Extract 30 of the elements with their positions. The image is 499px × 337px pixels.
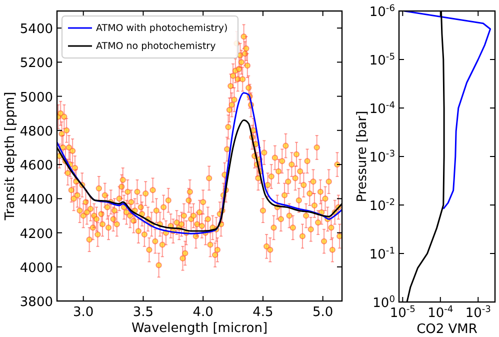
x-axis-title: Wavelength [micron] [131,321,268,336]
x-tick-label: 10$^{-4}$ [428,305,454,321]
x-tick-label: 4.5 [252,305,274,320]
y-tick-label: 4800 [20,124,53,140]
y-tick-label: 5400 [20,22,53,38]
x-tick-label: 10$^{-3}$ [465,305,492,321]
y-tick-label: 5200 [20,56,53,72]
x-tick-label: 5.0 [312,305,334,320]
x-tick-label: 3.5 [132,305,154,320]
y-tick-label: 10$^{-4}$ [369,101,396,117]
y-tick-label: 10$^{-2}$ [369,198,395,214]
y-tick-label: 4400 [20,192,53,208]
y-axis-title: Transit depth [ppm] [3,92,18,222]
legend-label: ATMO with photochemistry) [96,23,228,34]
y-tick-label: 4000 [20,260,53,276]
y-tick-label: 10$^{-3}$ [369,150,396,166]
x-axis-title: CO2 VMR [416,322,478,337]
y-tick-label: 4600 [20,158,53,174]
x-tick-label: 3.0 [73,305,94,320]
y-tick-label: 5000 [20,90,53,106]
x-tick-label: 4.0 [192,305,214,320]
y-tick-label: 10$^{-6}$ [369,4,396,20]
y-tick-label: 3800 [20,295,53,310]
legend-label: ATMO no photochemistry [96,41,216,52]
y-axis-title: Pressure [bar] [355,110,370,202]
y-tick-label: 4200 [20,226,53,242]
y-tick-label: 10$^{-1}$ [369,246,395,262]
x-tick-label: 10$^{-5}$ [390,305,416,321]
y-tick-label: 10$^{-5}$ [369,52,395,68]
line-series [57,92,342,234]
